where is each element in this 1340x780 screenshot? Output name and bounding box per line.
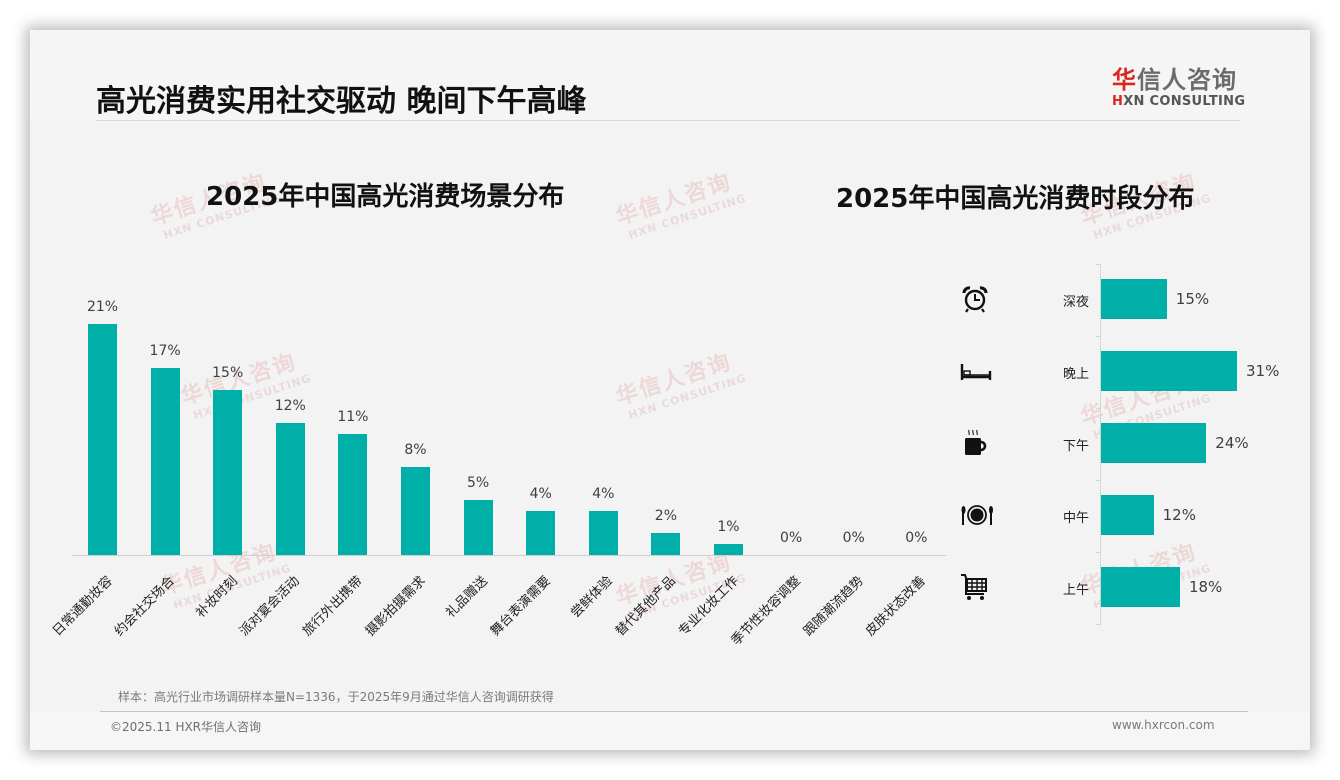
axis-tick (1096, 264, 1101, 265)
bar-value-label: 18% (1188, 578, 1223, 596)
row-label: 深夜 (1063, 295, 1090, 310)
bar (213, 390, 243, 555)
x-axis-label: 替代其他产品 (612, 573, 679, 640)
bar-value-label: 5% (466, 475, 490, 491)
y-axis-line (1100, 264, 1101, 624)
bar-value-label: 4% (592, 486, 615, 502)
x-axis-label: 皮肤状态改善 (863, 573, 930, 640)
logo-en-rest: XN CONSULTING (1123, 94, 1246, 109)
logo-en-red: H (1112, 94, 1124, 109)
x-axis-label: 补妆时刻 (193, 573, 241, 621)
bar-value-label: 0% (779, 530, 803, 546)
x-axis-label: 旅行外出携带 (299, 573, 366, 640)
bar (526, 511, 556, 555)
x-axis-label: 尝鲜体验 (568, 573, 617, 621)
row-label: 上午 (1063, 583, 1090, 598)
bar-value-label: 0% (905, 530, 928, 546)
bar-value-label: 1% (717, 519, 740, 535)
bar (401, 467, 430, 555)
logo-chinese: 华信人咨询 (1112, 66, 1244, 94)
bar (588, 511, 618, 555)
bar-value-label: 2% (654, 508, 677, 524)
bar-value-label: 12% (274, 398, 306, 414)
x-axis-label: 日常通勤妆容 (49, 573, 116, 640)
title-divider (96, 120, 1240, 121)
bar-value-label: 21% (86, 299, 119, 315)
x-axis-label: 摄影拍摄需求 (362, 573, 429, 640)
alarm-clock-icon (960, 284, 990, 314)
footer-band (30, 712, 1310, 750)
bar-value-label: 24% (1215, 434, 1249, 452)
time-bar-chart: 深夜 15% 晚上 31% 下午 24% 中午 12% 上午 18% (940, 260, 1310, 626)
x-axis-label: 礼品赠送 (443, 573, 491, 621)
bar-value-label: 12% (1162, 506, 1196, 524)
x-axis-label: 约会社交场合 (112, 573, 178, 640)
copyright: ©2025.11 HXR华信人咨询 (110, 720, 262, 734)
axis-tick (1096, 480, 1101, 481)
bar-value-label: 31% (1246, 362, 1280, 380)
axis-tick (1096, 552, 1101, 553)
bar-value-label: 17% (149, 343, 181, 359)
x-axis-label: 跟随潮流趋势 (800, 573, 867, 640)
company-logo: 华信人咨询 HXN CONSULTING (1112, 66, 1246, 112)
bar-value-label: 11% (337, 409, 369, 425)
plate-cutlery-icon (960, 500, 993, 530)
watermark-cn: 华信人咨询 (613, 169, 735, 231)
bar (1101, 351, 1237, 391)
bar (1101, 567, 1180, 607)
coffee-cup-icon (960, 428, 990, 458)
bar (338, 434, 368, 555)
logo-rest-chars: 信人咨询 (1137, 66, 1237, 94)
x-axis-label: 派对宴会活动 (237, 573, 304, 640)
bar (714, 544, 743, 555)
axis-tick (1096, 408, 1101, 409)
bar (150, 368, 180, 555)
bar (275, 423, 305, 555)
row-label: 中午 (1063, 511, 1090, 526)
logo-english: HXN CONSULTING (1112, 94, 1246, 110)
bar (651, 533, 681, 555)
x-axis-line (72, 555, 946, 556)
axis-tick (1096, 336, 1101, 337)
slide: 高光消费实用社交驱动 晚间下午高峰 华信人咨询 HXN CONSULTING 华… (30, 30, 1310, 750)
bar-value-label: 8% (404, 442, 427, 458)
website-link[interactable]: www.hxrcon.com (1112, 718, 1215, 732)
bar (1101, 423, 1207, 463)
bar (88, 324, 117, 555)
bar-value-label: 0% (842, 530, 865, 546)
bar (1101, 279, 1167, 319)
row-label: 下午 (1063, 439, 1090, 454)
bar-value-label: 15% (212, 365, 244, 381)
shopping-cart-icon (960, 572, 990, 602)
x-axis-label: 舞台表演需要 (487, 573, 554, 640)
right-chart-title: 2025年中国高光消费时段分布 (836, 184, 1195, 214)
axis-tick (1096, 624, 1101, 625)
bed-icon (960, 356, 992, 386)
left-chart-title: 2025年中国高光消费场景分布 (206, 182, 565, 212)
bar-value-label: 4% (529, 486, 552, 502)
header-band (30, 30, 1310, 120)
row-label: 晚上 (1063, 367, 1090, 382)
bar-value-label: 15% (1175, 290, 1210, 308)
bar (1101, 495, 1154, 535)
logo-red-char: 华 (1112, 66, 1137, 94)
scene-bar-chart: 21% 17% 15% 12% 11% 8% 5% 4% 4% 2% 1% 0% 0% 0% (72, 255, 946, 556)
sample-note: 样本：高光行业市场调研样本量N=1336，于2025年9月通过华信人咨询调研获得 (118, 690, 554, 704)
footer-divider (100, 711, 1248, 712)
watermark-en: HXN CONSULTING (626, 191, 749, 243)
page-title: 高光消费实用社交驱动 晚间下午高峰 (96, 84, 587, 119)
bar (463, 500, 493, 555)
